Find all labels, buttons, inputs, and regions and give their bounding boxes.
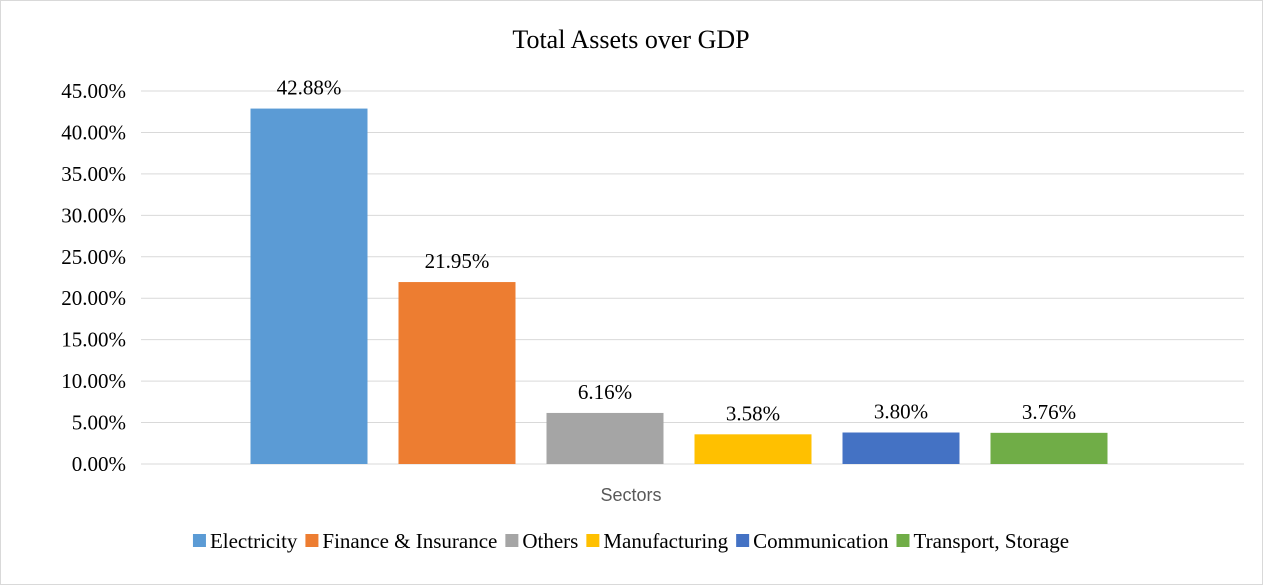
y-tick-label: 5.00% bbox=[72, 411, 126, 435]
y-tick-label: 10.00% bbox=[61, 369, 126, 393]
bar-others bbox=[546, 412, 664, 464]
y-tick-label: 40.00% bbox=[61, 120, 126, 144]
y-tick-label: 15.00% bbox=[61, 328, 126, 352]
legend-swatch bbox=[586, 534, 600, 547]
data-labels: 42.88% 21.95% 6.16% 3.58% 3.80% 3.76% bbox=[277, 76, 1077, 426]
bar-communication bbox=[842, 432, 960, 464]
x-axis-label: Sectors bbox=[600, 485, 661, 505]
y-tick-label: 30.00% bbox=[61, 203, 126, 227]
legend-swatch bbox=[736, 534, 750, 547]
legend-item-transport-storage: Transport, Storage bbox=[896, 529, 1069, 553]
legend-item-manufacturing: Manufacturing bbox=[586, 529, 729, 553]
bar-electricity bbox=[250, 108, 368, 464]
legend-item-others: Others bbox=[505, 529, 578, 553]
legend-item-electricity: Electricity bbox=[192, 529, 298, 553]
y-axis: 0.00% 5.00% 10.00% 15.00% 20.00% 25.00% 30.00%… bbox=[61, 79, 126, 476]
legend-item-finance-insurance: Finance & Insurance bbox=[305, 529, 497, 553]
y-tick-label: 0.00% bbox=[72, 452, 126, 476]
legend-item-communication: Communication bbox=[736, 529, 889, 553]
data-label: 21.95% bbox=[425, 249, 490, 273]
y-tick-label: 20.00% bbox=[61, 286, 126, 310]
bar-manufacturing bbox=[694, 434, 812, 464]
bars bbox=[250, 108, 1108, 464]
legend: Electricity Finance & Insurance Others Manu… bbox=[192, 529, 1069, 553]
legend-label: Communication bbox=[753, 529, 889, 553]
y-tick-label: 45.00% bbox=[61, 79, 126, 103]
y-tick-label: 35.00% bbox=[61, 162, 126, 186]
legend-label: Electricity bbox=[210, 529, 298, 553]
bar-transport-storage bbox=[990, 432, 1108, 464]
legend-swatch bbox=[505, 534, 519, 547]
legend-label: Transport, Storage bbox=[913, 529, 1069, 553]
legend-swatch bbox=[305, 534, 319, 547]
bar-finance-insurance bbox=[398, 282, 516, 464]
legend-label: Finance & Insurance bbox=[322, 529, 497, 553]
y-tick-label: 25.00% bbox=[61, 245, 126, 269]
legend-label: Manufacturing bbox=[603, 529, 728, 553]
legend-label: Others bbox=[522, 529, 578, 553]
chart-title: Total Assets over GDP bbox=[512, 25, 749, 54]
data-label: 3.58% bbox=[726, 401, 780, 425]
data-label: 3.80% bbox=[874, 400, 928, 424]
legend-swatch bbox=[192, 534, 206, 547]
data-label: 42.88% bbox=[277, 76, 342, 100]
data-label: 6.16% bbox=[578, 380, 632, 404]
legend-swatch bbox=[896, 534, 910, 547]
data-label: 3.76% bbox=[1022, 400, 1076, 424]
